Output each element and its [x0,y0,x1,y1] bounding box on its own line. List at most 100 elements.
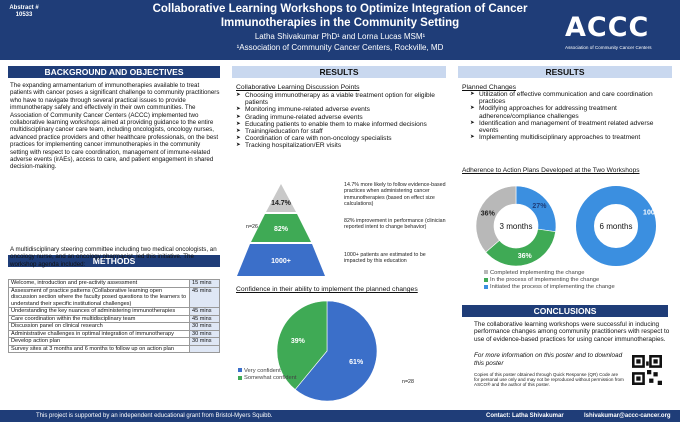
confidence-pie-chart: 61% 39% [276,300,378,402]
pyramid-note-1: 14.7% more likely to follow evidence-bas… [344,182,446,208]
legend-label: Completed implementing the change [490,270,585,276]
agenda-row: Care coordination within the multidiscip… [8,314,220,323]
agenda-time [189,344,220,353]
agenda-row: Survey sites at 3 months and 6 months to… [8,344,220,353]
confidence-legend: Very confident Somewhat confident [238,368,297,382]
adherence-legend-item: In the process of implementing the chang… [484,277,615,284]
legend-swatch [238,368,242,373]
planned-change: Utilization of effective communication a… [470,91,670,105]
agenda-item: Develop action plan [8,337,190,346]
confidence-legend-item: Very confident [238,368,297,375]
discussion-point: Choosing immunotherapy as a viable treat… [236,92,446,106]
agenda-time: 45 mins [189,314,220,323]
planned-change: Implementing multidisciplinary approache… [470,134,670,141]
pie-data-label: 27% [532,203,547,210]
agenda-item: Discussion panel on clinical research [8,322,190,331]
planned-change: Modifying approaches for addressing trea… [470,105,670,119]
conclusions-text: The collaborative learning workshops wer… [474,321,670,343]
agenda-time: 15 mins [189,279,220,288]
grant-text: This project is supported by an independ… [36,413,273,419]
logo-subtitle: Association of Community Cancer Centers [565,45,652,50]
pie-data-label: 100% [643,210,662,217]
changes-title: Planned Changes [462,84,517,91]
discussion-point: Training/education for staff [236,128,446,135]
agenda-row: Administrative challenges in optimal int… [8,329,220,338]
conclusions-heading: CONCLUSIONS [462,305,668,317]
qr-disclaimer: Copies of this poster obtained through Q… [474,372,624,388]
pie-slice [276,300,328,390]
adherence-legend-item: Initiated the process of implementing th… [484,284,615,291]
adherence-legend-item: Completed implementing the change [484,270,615,277]
agenda-time: 30 mins [189,322,220,331]
qr-code-icon[interactable] [632,355,662,385]
legend-swatch [238,375,242,380]
changes-list: Utilization of effective communication a… [470,91,670,142]
adherence-legend: Completed implementing the change In the … [484,270,615,292]
background-heading: BACKGROUND AND OBJECTIVES [8,66,220,78]
legend-label: Somewhat confident [244,375,297,382]
agenda-row: Welcome, introduction and pre-activity a… [8,279,220,288]
donut-chart-6-months: 100% 6 months [576,186,662,266]
discussion-point: Tracking hospitalization/ER visits [236,142,446,149]
agenda-row: Discussion panel on clinical research 30 … [8,322,220,331]
donut-center-label: 6 months [600,222,633,231]
discussion-point: Grading immune-related adverse events [236,114,446,121]
agenda-item: Assessment of practice patterns (Collabo… [8,286,190,308]
pyramid-middle [251,214,311,242]
contact-email[interactable]: lshivakumar@accc-cancer.org [584,413,671,419]
background-text: The expanding armamentarium of immunothe… [10,82,220,171]
pyramid-n: n=26 [246,224,258,230]
methods-heading: METHODS [8,255,220,267]
title-line-2: Immunotherapies in the Community Setting [220,17,460,29]
poster-footer: This project is supported by an independ… [0,410,680,422]
pie-slice [576,186,656,266]
title-line-1: Collaborative Learning Workshops to Opti… [152,3,528,15]
abstract-number: Abstract # 10533 [4,5,44,19]
pyramid-top [266,184,296,212]
pie-data-label: 61% [349,359,364,366]
poster-title: Collaborative Learning Workshops to Opti… [100,2,580,30]
legend-swatch [484,284,488,289]
accc-logo: ACCC Association of Community Cancer Cen… [563,12,673,56]
donut-center-label: 3 months [500,222,533,231]
agenda-row: Develop action plan 30 mins [8,337,220,346]
donut-chart-3-months: 27% 36% 36% 3 months [475,185,557,267]
pie-data-label: 36% [518,253,533,260]
abstract-value: 10533 [15,12,33,18]
confidence-n: n=28 [402,379,414,385]
discussion-point: Monitoring immune-related adverse events [236,106,446,113]
confidence-legend-item: Somewhat confident [238,375,297,382]
agenda-item: Welcome, introduction and pre-activity a… [8,279,190,288]
pie-data-label: 36% [481,211,496,218]
agenda-row: Understanding the key nuances of adminis… [8,307,220,316]
pyramid-note-2: 82% improvement in performance (clinicia… [344,218,446,231]
agenda-table: Welcome, introduction and pre-activity a… [8,279,220,353]
pyramid-note-3: 1000+ patients are estimated to be impac… [344,252,426,265]
results-heading-1: RESULTS [232,66,446,78]
agenda-item: Survey sites at 3 months and 6 months to… [8,344,190,353]
contact-label: Contact: Latha Shivakumar [486,413,564,419]
discussion-title: Collaborative Learning Discussion Points [236,84,360,91]
pie-data-label: 39% [291,338,306,345]
pyramid-base [237,244,325,276]
legend-label: Very confident [244,368,281,374]
pyramid-label-middle: 82% [274,226,289,233]
more-info-text: For more information on this poster and … [474,352,623,367]
agenda-item: Administrative challenges in optimal int… [8,329,190,338]
authors: Latha Shivakumar PhD¹ and Lorna Lucas MS… [254,32,426,41]
methods-intro: A multidisciplinary steering committee i… [10,246,217,268]
legend-swatch [484,277,488,282]
agenda-item: Care coordination within the multidiscip… [8,314,190,323]
discussion-list: Choosing immunotherapy as a viable treat… [236,92,446,150]
agenda-time: 30 mins [189,329,220,338]
discussion-point: Coordination of care with non-oncology s… [236,135,446,142]
agenda-item: Understanding the key nuances of adminis… [8,307,190,316]
confidence-title: Confidence in their ability to implement… [236,286,418,293]
poster-header: Abstract # 10533 Collaborative Learning … [0,0,680,60]
agenda-time: 45 mins [189,286,220,308]
discussion-point: Educating patients to enable them to mak… [236,121,446,128]
results-heading-2: RESULTS [458,66,672,78]
pie-slice [294,300,378,402]
pyramid-label-top: 14.7% [271,200,292,207]
planned-change: Identification and management of treatme… [470,120,670,134]
